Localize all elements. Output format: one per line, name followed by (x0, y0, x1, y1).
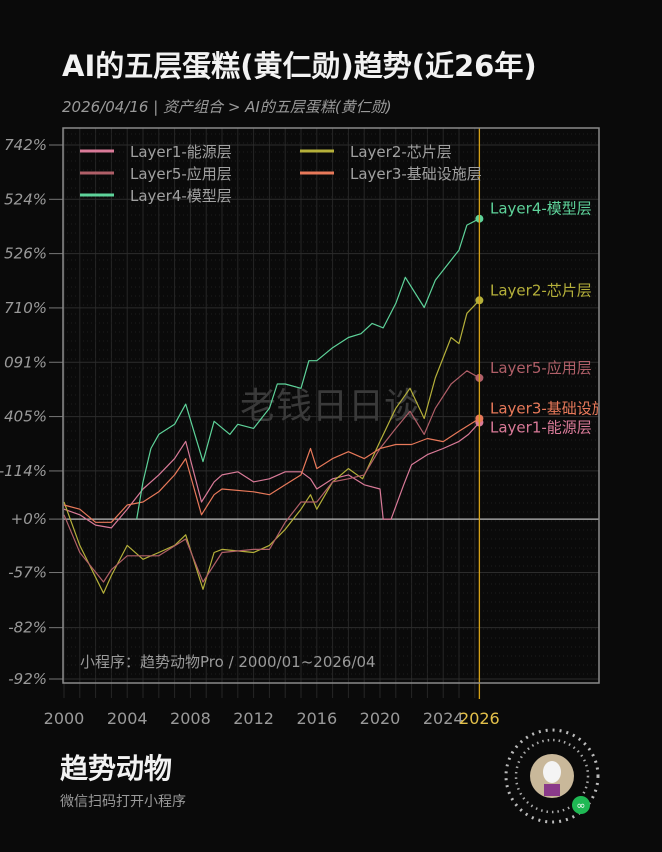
x-tick-label: 2000 (44, 709, 85, 728)
qr-ring-inner (514, 738, 590, 814)
series-end-label: Layer3-基础设施层 (490, 399, 622, 417)
footer-caption: 微信扫码打开小程序 (60, 793, 186, 810)
mini-program-logo-icon (572, 796, 590, 814)
series-line-1 (63, 422, 480, 529)
x-tick-label: 2012 (233, 709, 274, 728)
y-tick-label: +0% (11, 510, 47, 528)
series-line-4 (63, 417, 480, 523)
y-tick-label: 742% (4, 136, 47, 154)
plot-frame (62, 127, 600, 684)
y-tick-label: -57% (8, 564, 47, 582)
y-tick-label: 405% (4, 408, 47, 426)
y-tick-label: -92% (8, 670, 47, 688)
y-axis: 742% 524% 526% 710% 091% 405% -114% +0% -57% -82%… (0, 136, 63, 688)
series-end-label: Layer2-芯片层 (490, 281, 592, 299)
series-line-2 (63, 299, 480, 594)
y-tick-label: 526% (4, 245, 47, 263)
source-note: 小程序：趋势动物Pro / 2000/01~2026/04 (80, 653, 376, 671)
y-tick-label: -114% (0, 462, 47, 480)
mini-program-glyph: ∞ (576, 799, 585, 812)
legend-label: Layer2-芯片层 (350, 143, 452, 161)
y-tick-label: 091% (4, 353, 47, 371)
x-tick-label: 2020 (360, 709, 401, 728)
y-tick-label: 710% (4, 299, 47, 317)
x-tick-label-current: 2026 (459, 709, 500, 728)
legend-label: Layer3-基础设施层 (350, 165, 482, 183)
series-line-5 (136, 218, 480, 520)
chart-subtitle: 2026/04/16 | 资产组合 > AI的五层蛋糕(黄仁勋) (62, 98, 392, 116)
snoopy-shirt (544, 784, 560, 796)
series-end-label: Layer4-模型层 (490, 200, 592, 218)
snoopy-icon (543, 761, 561, 783)
legend-label: Layer4-模型层 (130, 187, 232, 205)
series-end-label: Layer5-应用层 (490, 359, 592, 377)
x-tick-label: 2004 (107, 709, 148, 728)
x-axis: 2000 2004 2008 2012 2016 2020 2024 (44, 709, 464, 728)
legend-label: Layer5-应用层 (130, 165, 232, 183)
footer-brand: 趋势动物 (60, 752, 172, 785)
series-end-label: Layer1-能源层 (490, 418, 592, 436)
y-tick-label: 524% (4, 190, 47, 208)
series-line-3 (63, 370, 480, 583)
legend: Layer1-能源层 Layer2-芯片层 Layer5-应用层 Layer3-基础设… (80, 143, 482, 205)
grid (63, 128, 599, 698)
chart-title: AI的五层蛋糕(黄仁勋)趋势(近26年) (62, 49, 537, 83)
x-tick-label: 2008 (170, 709, 211, 728)
y-tick-label: -82% (8, 619, 47, 637)
legend-label: Layer1-能源层 (130, 143, 232, 161)
qr-code-icon[interactable]: ∞ (504, 728, 600, 824)
qr-ring-outer (504, 728, 600, 824)
x-tick-label: 2016 (296, 709, 337, 728)
watermark: 老钱日日谈 (240, 386, 420, 427)
series-group: Layer4-模型层 Layer2-芯片层 Layer5-应用层 Layer3-基础设… (63, 200, 622, 594)
x-tick-label: 2024 (423, 709, 464, 728)
